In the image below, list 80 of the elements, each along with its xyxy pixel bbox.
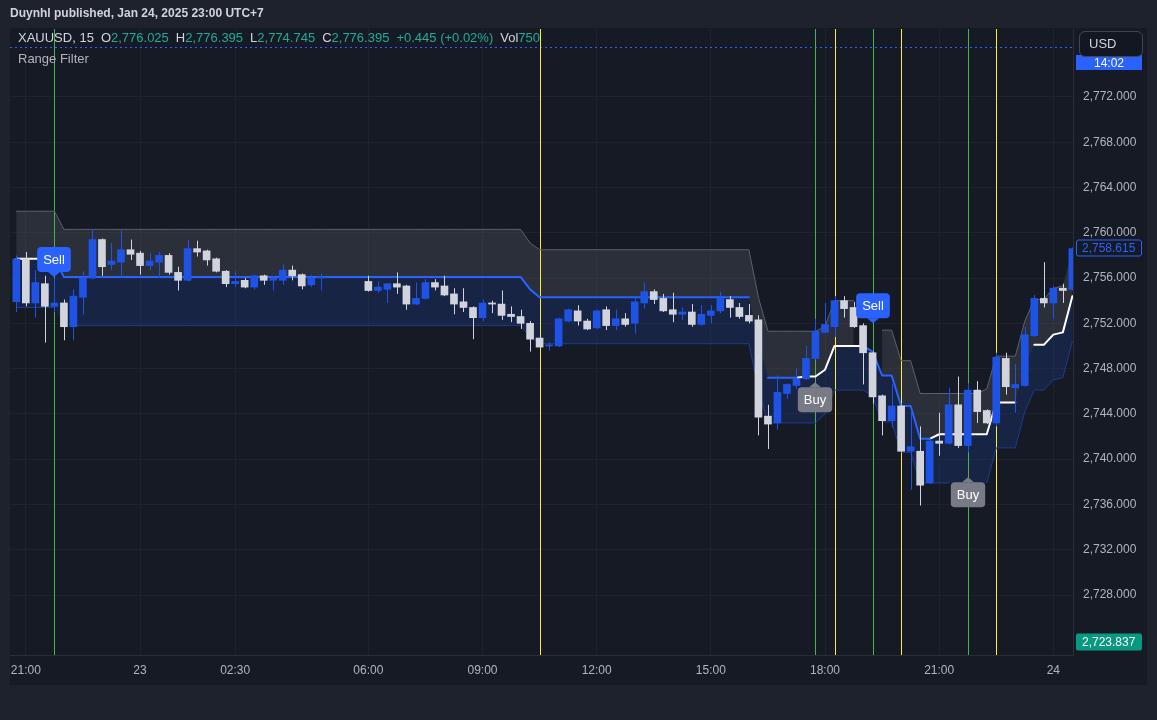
candlestick	[935, 412, 943, 457]
text: 14:02	[1093, 55, 1125, 70]
candlestick	[516, 309, 525, 330]
candlestick	[450, 287, 458, 315]
y-tick-label: 2,768.000	[1083, 134, 1137, 149]
candlestick	[792, 368, 801, 390]
candlestick	[745, 303, 753, 324]
y-tick-label: 2,736.000	[1083, 496, 1137, 511]
candlestick	[497, 289, 506, 321]
y-tick-label: 2,740.000	[1083, 451, 1137, 466]
annotation: Buy	[803, 392, 827, 408]
candlestick	[393, 271, 401, 295]
candlestick	[278, 263, 287, 286]
candlestick	[174, 266, 182, 291]
annotation: C2,776.395	[322, 30, 390, 45]
candlestick	[687, 303, 696, 328]
y-tick-label: 2,748.000	[1083, 360, 1137, 375]
x-tick-label: 06:00	[353, 662, 384, 677]
text: 2,758.615	[1082, 241, 1136, 256]
candlestick	[41, 275, 49, 344]
candlestick	[117, 230, 125, 279]
candlestick	[697, 304, 706, 327]
annotation: Sell	[862, 298, 884, 314]
candlestick	[459, 287, 468, 313]
x-tick-label: 02:30	[220, 662, 251, 677]
candlestick	[764, 404, 772, 450]
annotation: O2,776.025	[100, 30, 169, 45]
candlestick	[716, 291, 725, 314]
x-tick-label: 21:00	[924, 662, 955, 677]
currency-button: USD	[1079, 31, 1143, 57]
annotation: L2,774.745	[250, 30, 316, 45]
y-tick-label: 2,732.000	[1083, 542, 1137, 557]
text: 2,723.837	[1082, 635, 1136, 650]
y-tick-label: 2,752.000	[1083, 315, 1137, 330]
candlestick	[107, 242, 116, 271]
y-tick-label: 2,772.000	[1083, 89, 1137, 104]
candlestick	[726, 295, 734, 319]
y-tick-label: 2,760.000	[1083, 225, 1137, 240]
candlestick	[31, 269, 40, 319]
candlestick	[668, 292, 677, 323]
y-tick-label: 2,744.000	[1083, 406, 1137, 421]
annotation: H2,776.395	[175, 30, 244, 45]
annotation: Vol750	[500, 30, 541, 45]
candlestick	[155, 251, 163, 279]
candlestick	[602, 305, 611, 331]
candlestick	[1039, 261, 1048, 308]
candlestick	[611, 309, 620, 331]
annotation: Sell	[43, 251, 65, 267]
candlestick	[469, 305, 477, 340]
candlestick	[906, 409, 915, 491]
candlestick	[802, 345, 810, 381]
candlestick	[383, 283, 392, 304]
annotation: Buy	[956, 487, 980, 503]
candlestick	[421, 278, 430, 301]
candlestick	[592, 309, 601, 330]
candlestick	[79, 270, 87, 315]
x-tick-label: 12:00	[581, 662, 613, 677]
chart-title: Duynhl published, Jan 24, 2025 23:00 UTC+7	[10, 6, 264, 21]
x-tick-label: 18:00	[809, 662, 841, 677]
candlestick	[526, 320, 534, 353]
annotation: +0.445 (+0.02%)	[396, 30, 494, 45]
y-tick-label: 2,756.000	[1083, 270, 1137, 285]
x-tick-label: 15:00	[695, 662, 727, 677]
x-tick-label: 09:00	[467, 662, 498, 677]
candlestick	[412, 282, 420, 306]
candlestick	[1059, 283, 1067, 304]
x-tick-label: 21:00	[10, 662, 42, 677]
candlestick	[840, 295, 848, 319]
candlestick	[973, 380, 982, 424]
candlestick	[164, 252, 173, 276]
x-tick-label: 24	[1046, 662, 1061, 677]
y-tick-label: 2,728.000	[1083, 587, 1137, 602]
candlestick	[136, 250, 144, 276]
candlestick	[1011, 363, 1020, 414]
candlestick	[126, 239, 135, 261]
candlestick	[821, 302, 829, 335]
candlestick	[50, 277, 59, 313]
y-tick-label: 2,764.000	[1083, 179, 1137, 194]
x-tick-label: 23	[133, 662, 148, 677]
candlestick	[707, 304, 715, 324]
